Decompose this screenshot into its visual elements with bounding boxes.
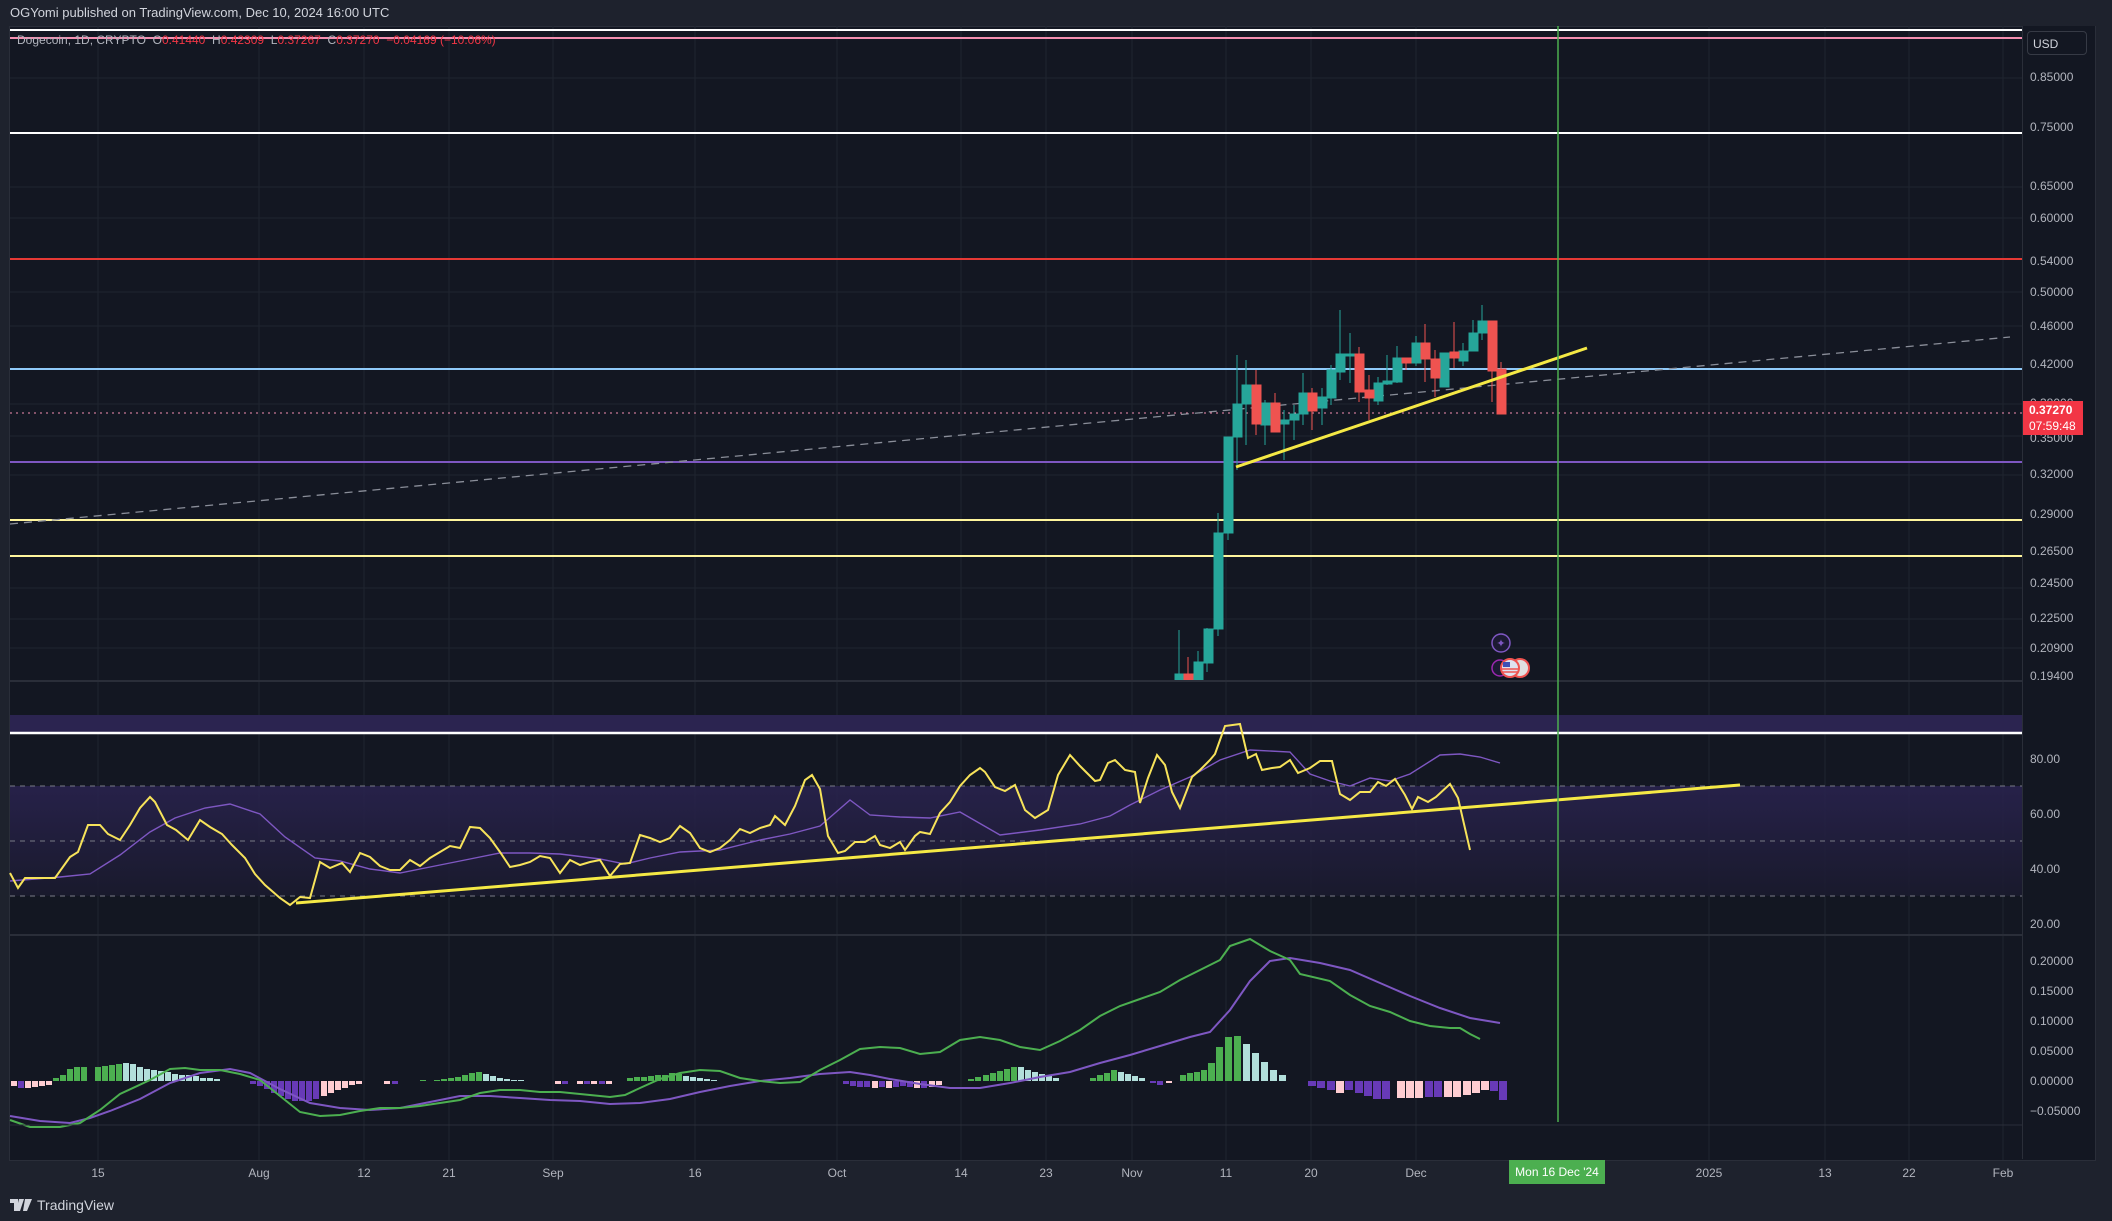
time-tick: Sep <box>542 1166 564 1180</box>
us-flag-event-icon[interactable] <box>1500 658 1520 678</box>
bar-countdown: 07:59:48 <box>2029 419 2076 433</box>
price-tick: 0.29000 <box>2030 507 2074 521</box>
low-value: 0.37267 <box>277 33 321 47</box>
macd-tick: 0.15000 <box>2030 984 2074 998</box>
macd-line <box>9 937 1481 1128</box>
ideas-marker-icon[interactable] <box>1491 633 1511 653</box>
event-markers[interactable]: ✦ <box>1491 633 1530 678</box>
price-tick: 0.26500 <box>2030 544 2074 558</box>
crosshair-date-label: Mon 16 Dec '24 <box>1509 1160 1605 1184</box>
time-tick: Dec <box>1405 1166 1427 1180</box>
macd-pane[interactable] <box>9 937 1507 1128</box>
symbol-legend[interactable]: Dogecoin, 1D, CRYPTO O0.41440 H0.42309 L… <box>17 33 496 47</box>
price-axis[interactable] <box>2022 26 2095 1159</box>
rsi-pane[interactable] <box>9 715 2022 907</box>
open-value: 0.41440 <box>161 33 206 47</box>
dashed-trendline[interactable] <box>9 336 2011 525</box>
chart-container[interactable] <box>9 26 2096 1161</box>
support-trendline[interactable] <box>1235 346 1588 469</box>
time-tick: 14 <box>954 1166 968 1180</box>
rsi-band-fill <box>10 786 2022 896</box>
candlesticks <box>1174 305 1507 681</box>
price-tick: 0.65000 <box>2030 179 2074 193</box>
time-tick: 15 <box>91 1166 105 1180</box>
rsi-tick: 40.00 <box>2030 862 2061 876</box>
price-tick: 0.75000 <box>2030 120 2074 134</box>
macd-tick: 0.10000 <box>2030 1014 2074 1028</box>
currency-button[interactable]: USD <box>2027 31 2087 55</box>
rsi-ma-line <box>9 749 1501 882</box>
price-tick: 0.19400 <box>2030 669 2074 683</box>
time-tick: 13 <box>1818 1166 1832 1180</box>
close-value: 0.37270 <box>336 33 380 47</box>
time-tick: 21 <box>442 1166 456 1180</box>
tradingview-logo[interactable]: TradingView <box>10 1197 114 1213</box>
price-tick: 0.42000 <box>2030 357 2074 371</box>
time-tick: Nov <box>1121 1166 1143 1180</box>
macd-tick: 0.00000 <box>2030 1074 2074 1088</box>
time-tick: 16 <box>688 1166 702 1180</box>
time-tick: Oct <box>827 1166 847 1180</box>
price-tick: 0.22500 <box>2030 611 2074 625</box>
time-axis[interactable] <box>10 1160 2022 1185</box>
rsi-line <box>9 722 1471 907</box>
macd-tick: −0.05000 <box>2030 1104 2081 1118</box>
publish-caption: OGYomi published on TradingView.com, Dec… <box>10 5 390 20</box>
time-tick: 22 <box>1902 1166 1916 1180</box>
current-price-label: 0.37270 07:59:48 <box>2023 401 2083 435</box>
symbol-name[interactable]: Dogecoin, 1D, CRYPTO <box>17 33 146 47</box>
price-tick: 0.54000 <box>2030 254 2074 268</box>
rsi-tick: 80.00 <box>2030 752 2061 766</box>
price-tick: 0.50000 <box>2030 285 2074 299</box>
macd-tick: 0.20000 <box>2030 954 2074 968</box>
price-tick: 0.24500 <box>2030 576 2074 590</box>
price-tick: 0.60000 <box>2030 211 2074 225</box>
time-tick: 20 <box>1304 1166 1318 1180</box>
time-tick: 23 <box>1039 1166 1053 1180</box>
time-tick: Aug <box>248 1166 270 1180</box>
rsi-tick: 20.00 <box>2030 917 2061 931</box>
high-value: 0.42309 <box>220 33 265 47</box>
change-value: −0.04169 (−10.06%) <box>386 33 496 47</box>
time-tick: 12 <box>357 1166 371 1180</box>
rsi-trendline[interactable] <box>295 783 1741 905</box>
rsi-extreme-band <box>10 715 2022 733</box>
price-tick: 0.20900 <box>2030 641 2074 655</box>
rsi-tick: 60.00 <box>2030 807 2061 821</box>
macd-signal-line <box>9 956 1501 1125</box>
time-tick: Feb <box>1992 1166 2014 1180</box>
brand-name: TradingView <box>37 1197 115 1213</box>
tradingview-logo-icon <box>10 1199 32 1211</box>
macd-histogram <box>11 1036 1507 1101</box>
sparkle-icon: ✦ <box>1496 638 1505 650</box>
price-tick: 0.32000 <box>2030 467 2074 481</box>
time-tick: 2025 <box>1695 1166 1723 1180</box>
price-tick: 0.85000 <box>2030 70 2074 84</box>
price-pane[interactable]: ✦ <box>9 26 2022 1160</box>
price-tick: 0.46000 <box>2030 319 2074 333</box>
macd-tick: 0.05000 <box>2030 1044 2074 1058</box>
price-grid <box>10 26 2022 1160</box>
time-tick: 11 <box>1219 1166 1233 1180</box>
